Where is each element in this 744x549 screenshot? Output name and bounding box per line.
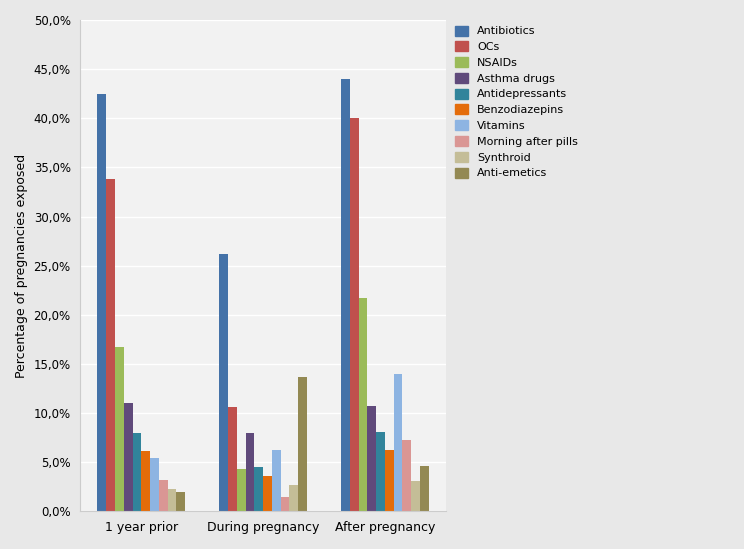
- Bar: [289, 485, 298, 511]
- Bar: [263, 476, 272, 511]
- Bar: [106, 179, 115, 511]
- Bar: [97, 94, 106, 511]
- Bar: [350, 118, 359, 511]
- Bar: [385, 450, 394, 511]
- Bar: [420, 466, 429, 511]
- Bar: [219, 254, 228, 511]
- Bar: [280, 496, 289, 511]
- Bar: [298, 377, 307, 511]
- Bar: [411, 481, 420, 511]
- Bar: [132, 433, 141, 511]
- Y-axis label: Percentage of pregnancies exposed: Percentage of pregnancies exposed: [15, 154, 28, 378]
- Bar: [115, 347, 124, 511]
- Bar: [376, 432, 385, 511]
- Bar: [403, 440, 411, 511]
- Bar: [368, 406, 376, 511]
- Bar: [254, 467, 263, 511]
- Bar: [141, 451, 150, 511]
- Bar: [341, 79, 350, 511]
- Bar: [167, 489, 176, 511]
- Bar: [272, 450, 280, 511]
- Bar: [237, 469, 246, 511]
- Bar: [359, 298, 368, 511]
- Bar: [150, 458, 158, 511]
- Bar: [158, 480, 167, 511]
- Bar: [228, 407, 237, 511]
- Bar: [176, 491, 185, 511]
- Bar: [246, 433, 254, 511]
- Legend: Antibiotics, OCs, NSAIDs, Asthma drugs, Antidepressants, Benzodiazepins, Vitamin: Antibiotics, OCs, NSAIDs, Asthma drugs, …: [455, 26, 578, 178]
- Bar: [394, 374, 403, 511]
- Bar: [124, 403, 132, 511]
